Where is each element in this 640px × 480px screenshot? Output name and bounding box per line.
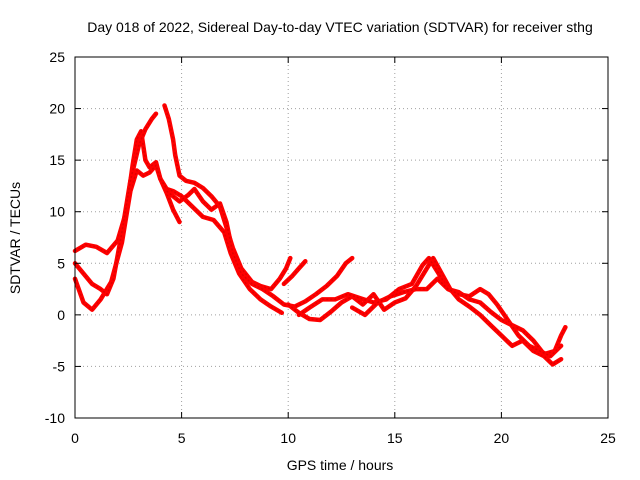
y-tick-label: 5 [57,255,65,271]
y-tick-label: 25 [49,49,65,65]
y-tick-label: -5 [53,358,66,374]
y-tick-label: 15 [49,152,65,168]
x-tick-label: 25 [600,430,616,446]
grid-lines [75,57,608,418]
y-tick-label: 0 [57,307,65,323]
series-trace-g-markers [287,256,562,366]
series-trace-a-markers [74,128,181,254]
x-tick-label: 10 [280,430,296,446]
x-axis-label: GPS time / hours [287,457,394,473]
chart-title: Day 018 of 2022, Sidereal Day-to-day VTE… [87,19,593,35]
y-tick-label: 20 [49,101,65,117]
y-tick-label: 10 [49,204,65,220]
y-axis-label: SDTVAR / TECUs [7,182,23,294]
series-trace-e [164,186,355,309]
plot-frame [74,56,609,419]
y-tick-label: -10 [45,410,65,426]
series-trace-h-markers [298,256,567,355]
series-trace-i-markers [351,277,562,358]
x-tick-label: 5 [178,430,186,446]
series-trace-f-markers [283,260,306,285]
x-tick-label: 20 [494,430,510,446]
x-tick-label: 15 [387,430,403,446]
series-trace-c-markers [74,113,157,296]
x-tick-label: 0 [71,430,79,446]
data-series [72,103,568,367]
axis-ticks: 0 5 10 15 20 25 -10 -5 0 5 10 15 20 25 [45,49,616,446]
